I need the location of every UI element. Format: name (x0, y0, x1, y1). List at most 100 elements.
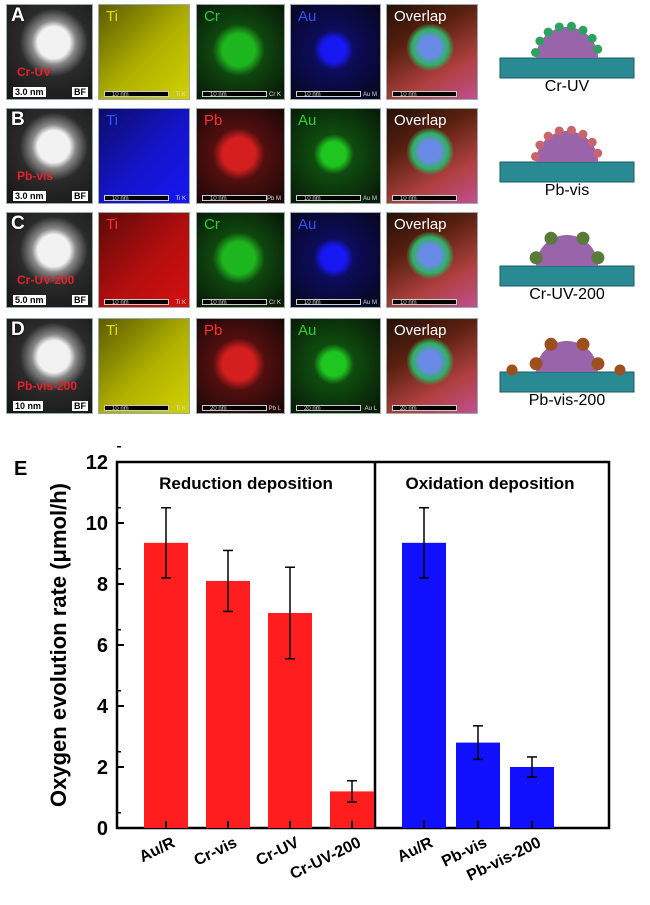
y-axis-label: Oxygen evolution rate (μmol/h) (46, 483, 71, 807)
y-tick-label: 0 (97, 818, 108, 840)
scale-bar (296, 405, 361, 411)
scale-bar-label: 10 nm (400, 92, 417, 98)
bf-mark: BF (72, 191, 88, 201)
sample-name: Pb-vis (17, 169, 54, 183)
bright-field-image: D Pb-vis-200 10 nm BF (6, 318, 93, 414)
group-title: Reduction deposition (159, 474, 333, 493)
scale-bar (296, 195, 361, 201)
scale-bar (202, 405, 267, 411)
deposit-dot (535, 36, 545, 46)
scale-bar-label: 10 nm (210, 92, 227, 98)
scale-bar-label: 10 nm (112, 92, 129, 98)
element-line-label: Au L (364, 406, 377, 412)
eds-map-ti: Ti 10 nm Ti K (98, 212, 190, 308)
deposit-dot (554, 22, 564, 32)
scale-bar (202, 91, 267, 97)
eds-map-overlap: Overlap 20 nm (386, 318, 478, 414)
deposit-dot (576, 337, 590, 351)
schematic-label: Pb-vis-200 (528, 392, 606, 409)
eds-map-cr: Cr 10 nm Cr K (196, 4, 285, 100)
eds-map-overlap: Overlap 10 nm (386, 212, 478, 308)
bright-field-image: B Pb-vis 3.0 nm BF (6, 108, 93, 204)
y-tick-label: 4 (97, 696, 109, 718)
element-line-label: Au M (362, 196, 377, 202)
scale-bar-label: 10 nm (13, 401, 44, 411)
scale-bar (392, 299, 457, 305)
eds-map-cr: Cr 10 nm Cr K (196, 212, 285, 308)
deposit-dot (530, 47, 540, 57)
scale-bar (296, 91, 361, 97)
deposit-dot (576, 231, 590, 245)
map-label: Overlap (394, 112, 447, 129)
bar (206, 580, 250, 828)
deposit-dot (587, 137, 597, 147)
bar (268, 612, 312, 828)
deposition-schematic (499, 337, 635, 393)
element-line-label: Ti K (175, 92, 186, 98)
scale-bar (104, 299, 169, 305)
map-label: Pb (204, 112, 223, 129)
deposit-dot (506, 364, 518, 376)
scale-bar-label: 20 nm (304, 406, 321, 412)
map-label: Ti (106, 216, 118, 233)
y-tick-label: 2 (97, 757, 108, 779)
scale-bar-label: 10 nm (210, 196, 227, 202)
map-label: Au (298, 112, 317, 129)
deposit-dot (566, 21, 576, 31)
x-tick-label: Au/R (137, 834, 178, 866)
substrate (499, 57, 635, 79)
substrate (499, 161, 635, 183)
y-tick-label: 10 (86, 513, 108, 535)
deposit-dot (544, 337, 558, 351)
scale-bar-label: 10 nm (112, 300, 129, 306)
map-label: Pb (204, 322, 223, 339)
element-line-label: Au M (362, 92, 377, 98)
deposit-dot (530, 151, 540, 161)
eds-map-ti: Ti 10 nm Ti K (98, 318, 190, 414)
deposit-dot (554, 126, 564, 136)
eds-map-pb: Pb 10 nm Pb M (196, 108, 285, 204)
deposit-dot (543, 131, 553, 141)
deposit-dot (593, 44, 603, 54)
eds-map-au: Au 10 nm Au M (290, 108, 381, 204)
map-label: Ti (106, 112, 118, 129)
y-tick-label: 12 (86, 452, 108, 474)
group-title: Oxidation deposition (405, 474, 574, 493)
scale-bar (296, 299, 361, 305)
map-label: Cr (204, 216, 220, 233)
scale-bar-label: 10 nm (210, 300, 227, 306)
scale-bar-label: 3.0 nm (13, 87, 46, 97)
map-label: Au (298, 216, 317, 233)
map-label: Overlap (394, 8, 447, 25)
deposition-schematic (499, 231, 635, 287)
deposition-schematic (499, 21, 635, 79)
eds-map-pb: Pb 20 nm Pb L (196, 318, 285, 414)
scale-bar (392, 195, 457, 201)
scale-bar-label: 10 nm (112, 406, 129, 412)
x-tick-label: Au/R (395, 834, 436, 866)
deposit-dot (544, 231, 558, 245)
schematic-label: Cr-UV-200 (529, 286, 605, 303)
deposit-dot (529, 357, 543, 371)
substrate (499, 265, 635, 287)
eds-map-ti: Ti 10 nm Ti K (98, 108, 190, 204)
sample-name: Cr-UV (17, 65, 52, 79)
scale-bar-label: 10 nm (400, 300, 417, 306)
scale-bar (392, 91, 457, 97)
eds-map-au: Au 20 nm Au L (290, 318, 381, 414)
x-tick-label: Cr-vis (192, 834, 240, 869)
scale-bar (104, 405, 169, 411)
panel-letter: C (11, 213, 25, 234)
deposit-dot (593, 148, 603, 158)
bar (456, 742, 500, 828)
bar (402, 542, 446, 828)
panel-letter-e: E (14, 458, 27, 480)
x-tick-label: Pb-vis (439, 834, 490, 870)
x-tick-label: Cr-UV-200 (288, 834, 364, 883)
scale-bar (104, 195, 169, 201)
map-label: Ti (106, 322, 118, 339)
deposit-dot (587, 33, 597, 43)
schematic-label: Pb-vis (544, 182, 590, 199)
scale-bar-label: 10 nm (304, 92, 321, 98)
